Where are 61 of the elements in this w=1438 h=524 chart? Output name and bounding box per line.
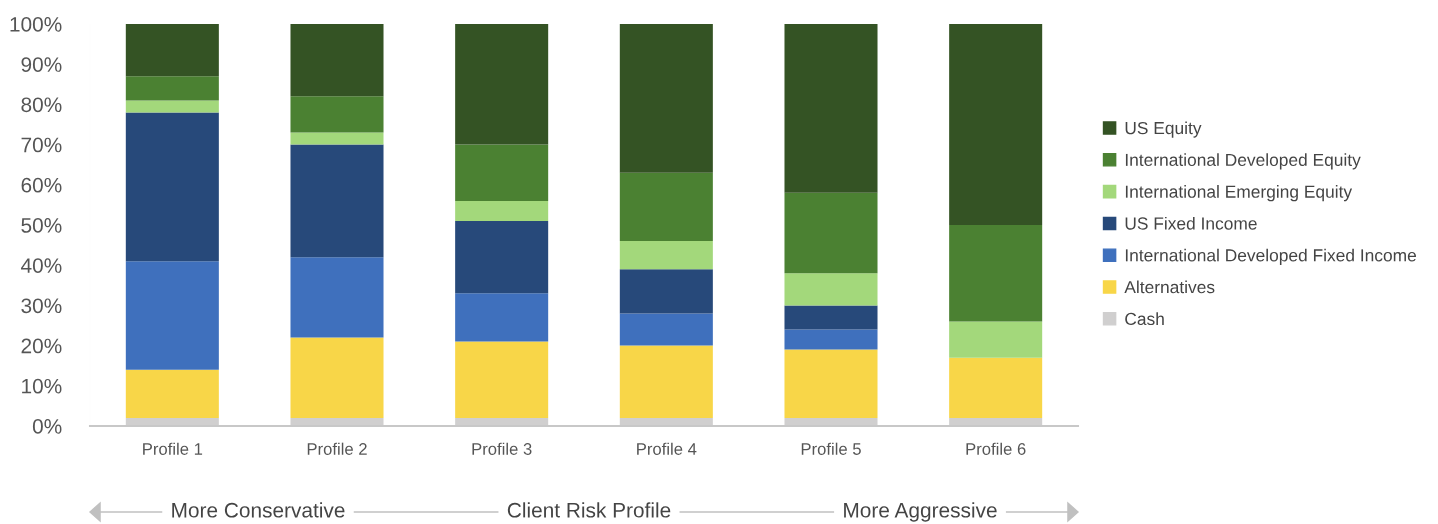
bar — [125, 24, 219, 77]
legend-label: US Fixed Income — [1125, 216, 1257, 230]
bar — [455, 24, 549, 145]
y-tick-label: 60% — [21, 177, 62, 193]
bar — [619, 241, 713, 270]
x-tick-label: Profile 4 — [637, 442, 697, 455]
bar — [949, 321, 1043, 358]
legend-label: US Equity — [1125, 121, 1202, 138]
y-tick-label: 50% — [21, 218, 62, 233]
x-tick-label: Profile 6 — [966, 442, 1026, 455]
y-tick-label: 10% — [22, 378, 62, 394]
bar — [290, 337, 384, 418]
text: More Conservative — [172, 502, 345, 518]
legend-label: Alternatives — [1124, 280, 1215, 294]
text: More Aggressive — [844, 502, 997, 522]
y-tick-label: 100% — [10, 17, 62, 32]
bar — [290, 144, 384, 258]
bar — [455, 200, 549, 221]
bar — [949, 225, 1043, 322]
y-tick-label: 20% — [21, 338, 62, 354]
bar — [125, 369, 219, 418]
bar — [455, 293, 549, 342]
bar — [949, 24, 1043, 225]
bar — [455, 220, 549, 294]
y-tick-label: 40% — [21, 258, 62, 273]
legend-label: Cash — [1125, 312, 1164, 326]
bar — [784, 349, 878, 418]
bar — [784, 192, 878, 274]
bar — [290, 96, 384, 133]
bar — [125, 261, 219, 370]
bar — [949, 357, 1043, 418]
bar — [290, 24, 384, 97]
bar — [784, 273, 878, 306]
y-tick-label: 0% — [32, 419, 62, 434]
x-tick-label: Profile 3 — [472, 442, 532, 455]
bar — [125, 76, 219, 101]
bar — [619, 269, 713, 314]
bar — [784, 24, 878, 193]
bar — [619, 24, 713, 173]
text: Client Risk Profile — [507, 502, 671, 518]
legend-label: International Emerging Equity — [1125, 185, 1353, 202]
y-tick-label: 80% — [21, 97, 62, 113]
bar — [455, 341, 549, 418]
legend-label: International Developed Fixed Income — [1125, 248, 1416, 265]
bar — [290, 132, 384, 145]
y-tick-label: 30% — [21, 298, 62, 314]
y-tick-label: 90% — [21, 57, 62, 72]
bar — [290, 257, 384, 338]
x-tick-label: Profile 2 — [307, 442, 367, 455]
bar — [784, 329, 878, 350]
bar — [619, 345, 713, 418]
bar — [125, 112, 219, 262]
bar — [619, 172, 713, 242]
bar — [455, 144, 549, 201]
legend-label: International Developed Equity — [1125, 153, 1361, 170]
bar — [784, 305, 878, 330]
bar — [619, 313, 713, 346]
bar — [125, 100, 219, 113]
y-tick-label: 70% — [21, 137, 62, 153]
x-tick-label: Profile 5 — [801, 442, 861, 455]
x-tick-label: Profile 1 — [143, 442, 203, 455]
